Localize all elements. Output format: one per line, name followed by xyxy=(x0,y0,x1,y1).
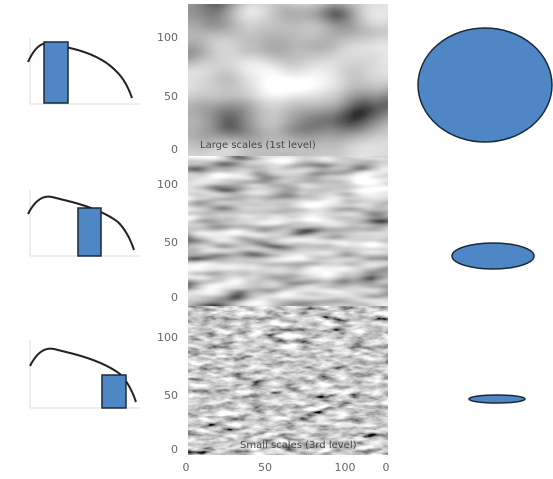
image-label: Small scales (3rd level) xyxy=(240,440,357,451)
image-label: Large scales (1st level) xyxy=(200,140,316,151)
y-tick-label: 50 xyxy=(164,236,178,249)
texture-image xyxy=(188,4,388,156)
y-tick-label: 50 xyxy=(164,389,178,402)
figure: Large scales (1st level) Small scales (3… xyxy=(0,0,553,479)
band-bar xyxy=(102,375,126,408)
y-tick-label: 50 xyxy=(164,90,178,103)
scale-ellipse xyxy=(418,28,552,142)
texture-image xyxy=(188,156,388,306)
y-tick-label: 0 xyxy=(171,291,178,304)
texture-image xyxy=(188,306,388,455)
y-tick-label: 100 xyxy=(157,178,178,191)
x-tick-label: 0 xyxy=(383,461,390,474)
spectrum-panel xyxy=(28,38,140,104)
spectrum-panel xyxy=(28,190,140,256)
y-tick-label: 0 xyxy=(171,143,178,156)
x-tick-label: 100 xyxy=(335,461,356,474)
x-tick-label: 50 xyxy=(258,461,272,474)
band-bar xyxy=(44,42,68,103)
y-tick-label: 100 xyxy=(157,31,178,44)
y-tick-label: 0 xyxy=(171,443,178,456)
band-bar xyxy=(78,208,101,256)
spectrum-panel xyxy=(30,340,140,408)
x-tick-label: 0 xyxy=(183,461,190,474)
scale-ellipse xyxy=(452,243,534,269)
scale-ellipse xyxy=(469,395,525,403)
y-tick-label: 100 xyxy=(157,331,178,344)
